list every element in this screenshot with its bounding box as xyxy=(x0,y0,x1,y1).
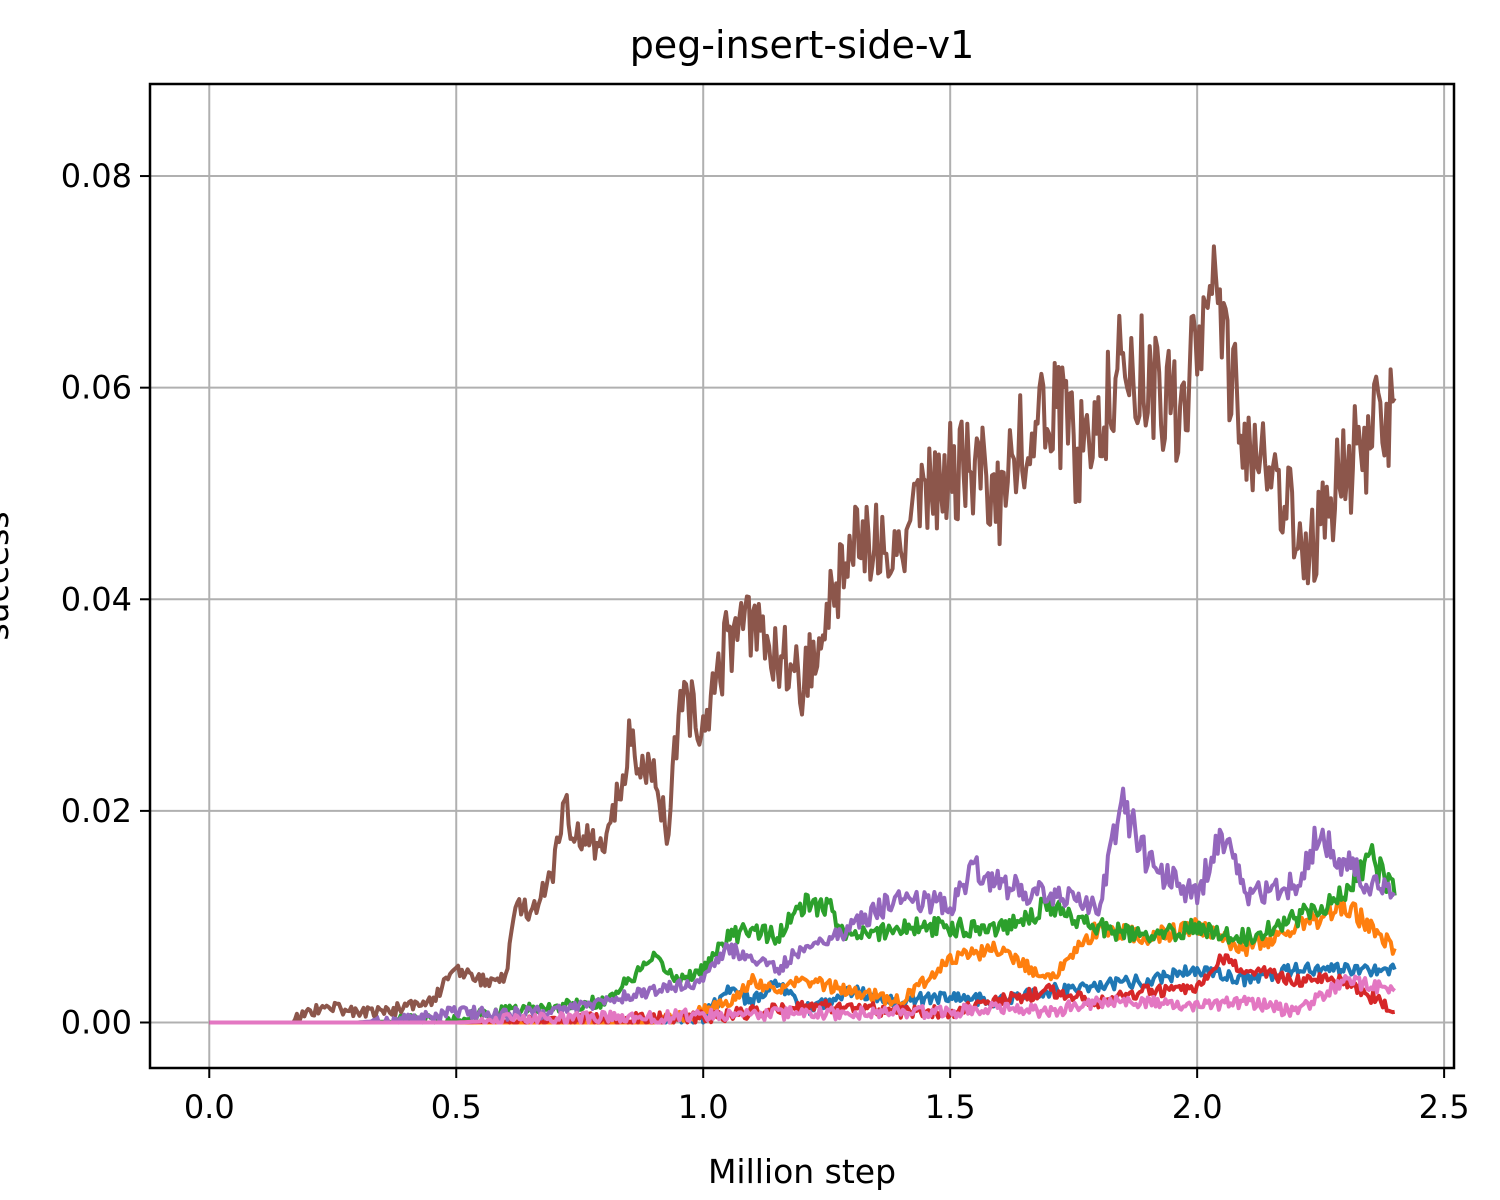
grid xyxy=(150,84,1454,1068)
series-line xyxy=(209,843,1397,1025)
x-tick-label: 2.0 xyxy=(1172,1088,1223,1126)
y-axis-label: success xyxy=(0,511,16,640)
x-axis-label: Million step xyxy=(708,1152,896,1191)
chart-title: peg-insert-side-v1 xyxy=(630,23,975,67)
x-tick-label: 0.0 xyxy=(184,1088,235,1126)
y-tick-label: 0.00 xyxy=(61,1004,132,1042)
x-tick-label: 2.5 xyxy=(1419,1088,1470,1126)
y-tick-label: 0.04 xyxy=(61,580,132,618)
plot-area xyxy=(209,244,1397,1025)
y-tick-label: 0.08 xyxy=(61,157,132,195)
series-line xyxy=(209,974,1396,1025)
x-tick-label: 1.5 xyxy=(925,1088,976,1126)
x-tick-label: 0.5 xyxy=(431,1088,482,1126)
axes-frame xyxy=(148,82,1456,1070)
series-line xyxy=(209,244,1397,1025)
y-tick-label: 0.02 xyxy=(61,792,132,830)
ticks: 0.0 0.5 1.0 1.5 2.0 2.5 0.00 0.02 0.04 0.06 0.08 xyxy=(61,157,1470,1126)
x-tick-label: 1.0 xyxy=(678,1088,729,1126)
y-tick-label: 0.06 xyxy=(61,369,132,407)
